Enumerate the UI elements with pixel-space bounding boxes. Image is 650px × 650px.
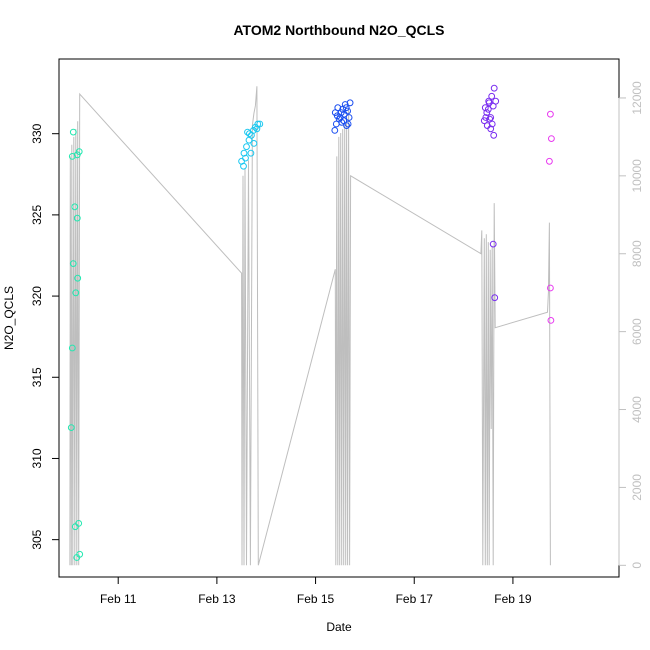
data-point [491,294,499,302]
data-point [73,214,81,222]
y-axis-label: N2O_QCLS [2,286,16,350]
data-point [345,114,353,121]
data-point [342,104,350,112]
data-point [488,92,496,100]
data-point [68,344,76,352]
y2-tick-label: 10000 [630,159,644,193]
data-point [253,125,261,133]
data-point [69,260,77,268]
data-point [483,109,491,116]
data-point [547,317,555,324]
x-tick-label: Feb 15 [297,592,335,606]
x-axis-label: Date [326,620,352,634]
y-tick-label: 305 [30,529,44,549]
data-point [489,240,497,248]
data-point [246,130,253,138]
x-tick-label: Feb 13 [198,592,236,606]
data-point [69,128,77,136]
data-point [547,110,554,118]
data-point [547,284,554,292]
data-point [254,120,262,128]
data-point [485,97,493,105]
data-point [72,289,80,297]
data-point [243,143,250,151]
data-point [74,274,82,282]
y2-tick-label: 12000 [630,81,644,115]
data-point [481,104,489,112]
x-tick-label: Feb 19 [494,592,532,606]
data-point [337,109,345,116]
n2o-points-series [67,84,555,561]
y2-tick-label: 6000 [630,318,644,345]
data-point [244,128,251,136]
data-point [67,424,75,432]
y-axis-right: 0 2000 4000 6000 8000 10000 12000 [618,81,644,569]
data-point [488,120,496,128]
data-point [546,157,553,165]
data-point [240,149,248,157]
data-point [338,118,346,126]
y2-tick-label: 4000 [630,396,644,423]
data-point [343,122,351,129]
x-tick-label: Feb 11 [100,592,137,606]
data-point [344,120,352,128]
y-tick-label: 315 [30,367,44,387]
data-point [76,550,84,558]
data-point [490,131,498,139]
y-tick-label: 310 [30,448,44,468]
data-point [75,520,83,527]
altitude-line [69,86,551,566]
chart-title: ATOM2 Northbound N2O_QCLS [233,22,444,38]
y-tick-label: 325 [30,205,44,225]
y2-tick-label: 2000 [630,474,644,501]
y2-tick-label: 0 [630,562,644,569]
data-point [331,126,339,134]
x-tick-label: Feb 17 [396,592,434,606]
data-point [75,148,83,156]
data-point [548,135,555,143]
data-point [487,114,495,121]
y-tick-label: 320 [30,286,44,306]
data-point [492,97,500,105]
data-point [487,125,495,133]
data-point [247,149,255,157]
data-point [242,154,249,162]
x-axis: Feb 11 Feb 13 Feb 15 Feb 17 Feb 19 [100,576,532,606]
data-point [250,140,258,147]
data-point [71,203,79,211]
data-point [490,84,498,92]
y-axis-left: 305 310 315 320 325 330 [30,123,60,550]
data-point [256,120,264,128]
y2-tick-label: 8000 [630,240,644,267]
data-point [346,99,354,107]
data-point [340,117,348,125]
data-point [482,114,490,121]
data-point [240,162,247,170]
y-tick-label: 330 [30,123,44,143]
altitude-series [69,86,551,566]
